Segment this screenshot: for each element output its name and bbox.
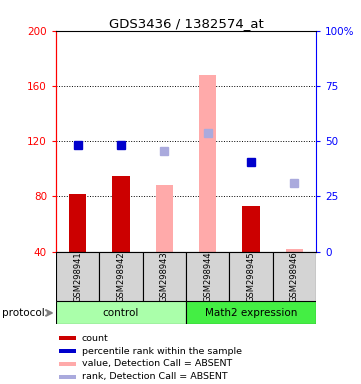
Bar [69,194,86,252]
Bar [186,252,229,301]
Bar [59,362,76,366]
Text: count: count [82,334,108,343]
Text: percentile rank within the sample: percentile rank within the sample [82,347,242,356]
Text: GSM298941: GSM298941 [73,251,82,302]
Bar [59,375,76,379]
Text: Math2 expression: Math2 expression [205,308,297,318]
Bar [56,301,186,324]
Bar [273,252,316,301]
Text: GSM298942: GSM298942 [117,251,125,302]
Bar [229,252,273,301]
Text: rank, Detection Call = ABSENT: rank, Detection Call = ABSENT [82,372,227,381]
Bar [59,336,76,340]
Text: GSM298943: GSM298943 [160,251,169,302]
Bar [59,349,76,353]
Bar [186,301,316,324]
Bar [112,175,130,252]
Bar [143,252,186,301]
Text: GSM298945: GSM298945 [247,251,255,302]
Bar [242,206,260,252]
Title: GDS3436 / 1382574_at: GDS3436 / 1382574_at [109,17,263,30]
Text: value, Detection Call = ABSENT: value, Detection Call = ABSENT [82,359,232,369]
Bar [99,252,143,301]
Text: GSM298946: GSM298946 [290,251,299,302]
Text: control: control [103,308,139,318]
Bar [156,185,173,252]
Bar [56,252,99,301]
Text: GSM298944: GSM298944 [203,251,212,302]
Bar [286,249,303,252]
Bar [199,75,216,252]
Text: protocol: protocol [2,308,44,318]
